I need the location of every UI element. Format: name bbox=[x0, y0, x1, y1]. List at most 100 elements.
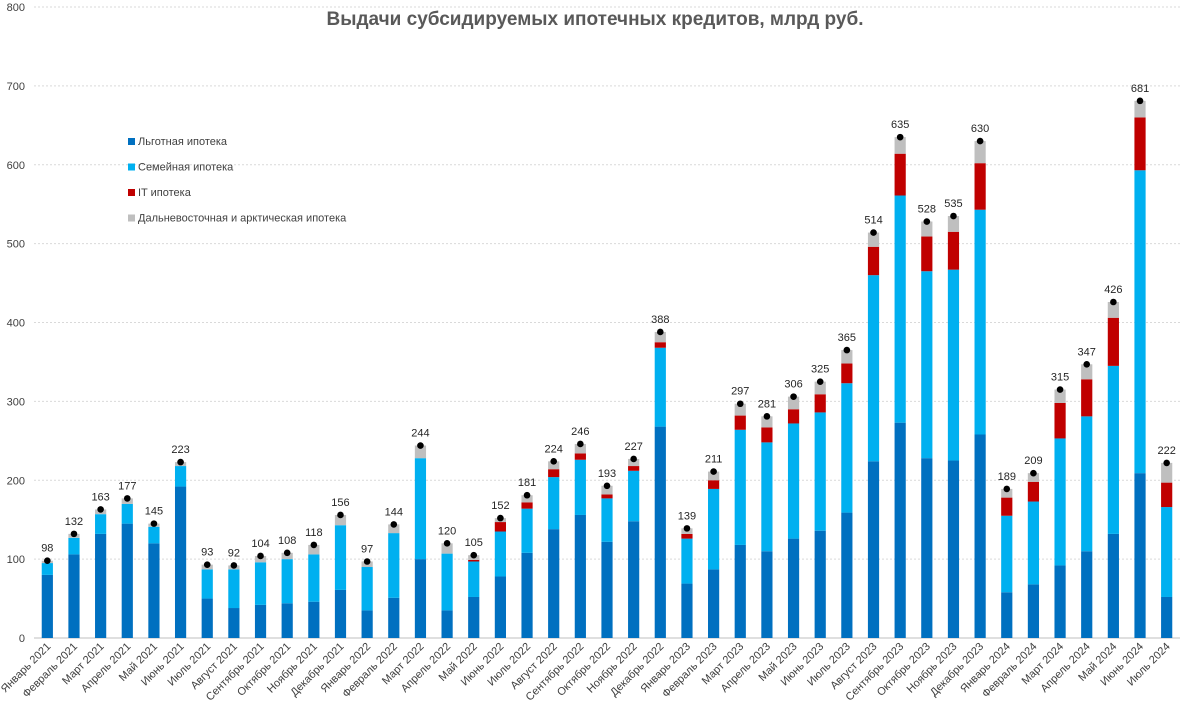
bar-segment bbox=[921, 236, 933, 272]
bar-segment bbox=[921, 221, 933, 237]
bar-segment bbox=[521, 552, 533, 638]
bar-segment bbox=[734, 403, 746, 416]
data-label: 246 bbox=[571, 426, 589, 438]
bar-segment bbox=[1027, 473, 1040, 482]
data-label: 281 bbox=[758, 398, 776, 410]
bar-segment bbox=[494, 522, 506, 532]
legend: Льготная ипотека Семейная ипотека IT ипоте… bbox=[128, 136, 347, 225]
total-marker bbox=[417, 442, 424, 449]
data-label: 227 bbox=[624, 441, 642, 453]
bar-segment bbox=[921, 271, 933, 459]
y-tick-label: 0 bbox=[19, 633, 25, 645]
data-label: 224 bbox=[545, 443, 563, 455]
total-marker bbox=[657, 328, 664, 336]
bar-segment bbox=[201, 569, 213, 599]
bar-segment bbox=[281, 559, 293, 604]
bar-segment bbox=[308, 601, 320, 638]
bar-segment bbox=[708, 569, 720, 638]
data-label: 223 bbox=[171, 444, 189, 456]
bar-segment bbox=[1001, 488, 1013, 498]
data-label: 104 bbox=[251, 538, 269, 550]
bar-segment bbox=[1027, 584, 1040, 638]
total-marker bbox=[976, 137, 984, 145]
bar-segment bbox=[947, 269, 960, 461]
bar-segment bbox=[814, 530, 826, 638]
total-marker bbox=[203, 561, 211, 568]
total-marker bbox=[550, 458, 557, 465]
bar-segment bbox=[841, 383, 853, 513]
data-label: 222 bbox=[1157, 445, 1175, 457]
total-marker bbox=[177, 458, 184, 466]
bar-segment bbox=[974, 434, 986, 638]
bar-segment bbox=[761, 416, 773, 428]
bar-segment bbox=[867, 275, 880, 462]
bar-segment bbox=[708, 480, 720, 489]
total-marker bbox=[950, 212, 957, 220]
y-tick-label: 600 bbox=[7, 160, 25, 172]
bar-segment bbox=[388, 597, 400, 638]
bar-segment bbox=[521, 502, 533, 509]
legend-swatch bbox=[128, 138, 135, 145]
data-label: 189 bbox=[998, 471, 1016, 483]
data-label: 297 bbox=[731, 386, 749, 398]
data-label: 193 bbox=[598, 468, 616, 480]
bar-segment bbox=[1161, 462, 1173, 483]
bar-segment bbox=[228, 608, 240, 638]
data-label: 163 bbox=[91, 491, 109, 503]
legend-entry: Семейная ипотека bbox=[138, 162, 234, 174]
bar-segment bbox=[1081, 551, 1093, 638]
total-marker bbox=[390, 521, 398, 528]
bar-segment bbox=[548, 529, 560, 638]
bar-segment bbox=[441, 543, 453, 554]
bar-segment bbox=[148, 526, 160, 544]
data-label: 105 bbox=[465, 537, 483, 549]
total-marker bbox=[1083, 361, 1091, 368]
bar-segment bbox=[734, 544, 746, 638]
bar-segment bbox=[1001, 515, 1013, 593]
bar-segment bbox=[228, 569, 240, 609]
legend-entry: Дальневосточная и арктическая ипотека bbox=[138, 213, 347, 225]
data-label: 211 bbox=[705, 454, 723, 466]
total-marker bbox=[1163, 459, 1170, 467]
data-label: 93 bbox=[201, 547, 213, 559]
bar-segment bbox=[734, 415, 746, 430]
bar-segment bbox=[974, 163, 986, 210]
bar-segment bbox=[95, 514, 107, 534]
data-label: 92 bbox=[228, 547, 240, 559]
bar-segment bbox=[414, 445, 427, 459]
bar-segment bbox=[1054, 402, 1066, 439]
bar-segment bbox=[787, 423, 800, 539]
total-marker bbox=[736, 400, 744, 408]
data-label: 145 bbox=[145, 506, 163, 518]
bar-segment bbox=[1107, 533, 1119, 638]
bar-segment bbox=[308, 554, 320, 602]
total-marker bbox=[150, 520, 158, 527]
bar-segment bbox=[41, 574, 53, 638]
y-tick-label: 500 bbox=[7, 239, 25, 251]
data-label: 315 bbox=[1051, 372, 1069, 384]
y-tick-label: 300 bbox=[7, 396, 25, 408]
data-label: 630 bbox=[971, 123, 989, 135]
bar-segment bbox=[947, 460, 960, 638]
bar-segment bbox=[734, 429, 746, 545]
bar-segment bbox=[441, 610, 453, 638]
data-label: 108 bbox=[278, 535, 296, 547]
data-label: 528 bbox=[918, 204, 936, 216]
total-marker bbox=[710, 468, 717, 475]
bar-segment bbox=[254, 604, 267, 638]
bar-segment bbox=[867, 461, 880, 638]
bar-segment bbox=[494, 576, 506, 638]
bar-segment bbox=[201, 598, 213, 638]
bar-segment bbox=[1134, 100, 1146, 118]
data-label: 139 bbox=[678, 510, 696, 522]
bar-segment bbox=[601, 494, 613, 499]
bar-segment bbox=[867, 232, 880, 247]
bar-segment bbox=[841, 363, 853, 384]
data-label: 514 bbox=[864, 215, 882, 227]
bar-segment bbox=[494, 531, 506, 577]
bar-segment bbox=[468, 596, 480, 638]
bar-segment bbox=[601, 485, 613, 495]
data-label: 535 bbox=[944, 198, 962, 210]
total-marker bbox=[816, 378, 824, 385]
bar-segment bbox=[1081, 364, 1093, 380]
